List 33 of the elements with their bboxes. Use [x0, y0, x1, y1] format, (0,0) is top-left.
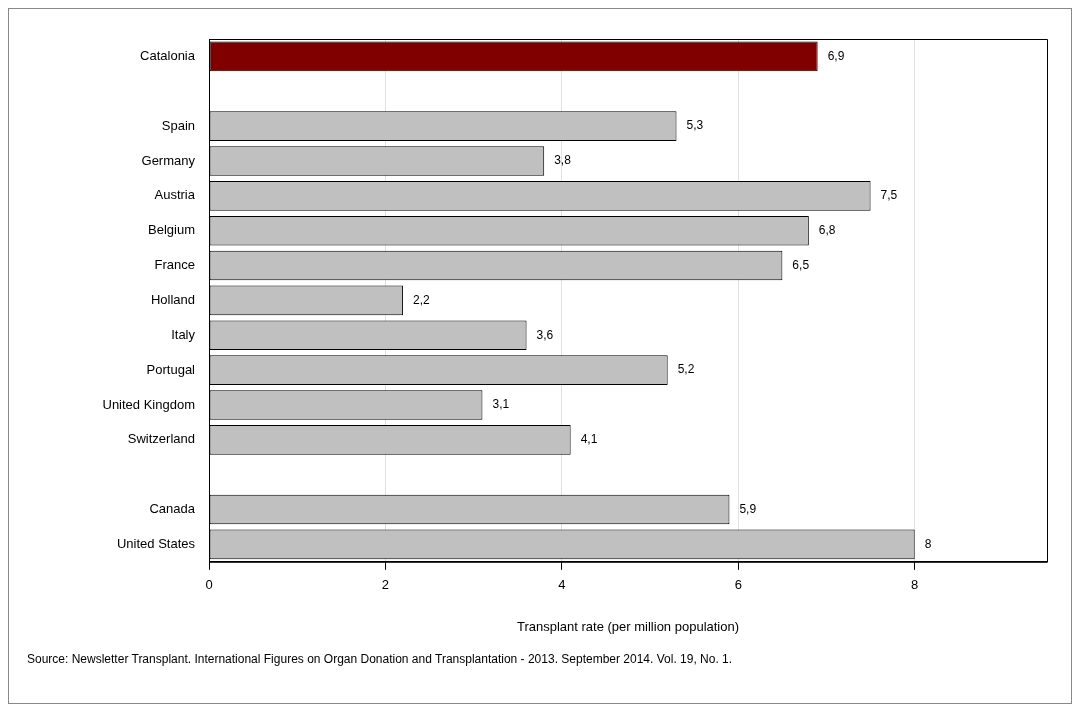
y-tick-label: Italy: [171, 326, 196, 342]
y-tick-label: Holland: [150, 291, 195, 307]
y-tick-label: United Kingdom: [102, 396, 195, 412]
x-tick-label: 2: [381, 577, 390, 593]
data-label: 5,2: [677, 362, 695, 377]
y-tick-label: France: [154, 257, 195, 273]
data-label: 6,5: [792, 257, 810, 272]
data-label: 5,9: [739, 501, 757, 516]
y-tick-label: Germany: [141, 152, 196, 168]
data-label: 5,3: [686, 118, 704, 133]
y-tick-label: Spain: [161, 117, 195, 133]
y-tick-label: Switzerland: [127, 431, 195, 447]
data-label: 8: [924, 536, 932, 551]
data-label: 3,1: [492, 397, 510, 412]
data-label: 4,1: [580, 432, 598, 447]
x-tick-label: 6: [734, 577, 742, 593]
data-label: 3,8: [554, 153, 572, 168]
y-tick-label: Canada: [149, 501, 196, 517]
source-note: Source: Newsletter Transplant. International Figures on Organ Donation and Transplantation - 2013. September 2014. Vol. 19, No. 1.: [27, 651, 734, 668]
y-tick-label: Austria: [154, 187, 196, 203]
y-tick-label: United States: [116, 535, 196, 551]
x-tick-label: 0: [205, 577, 213, 593]
y-tick-label: Belgium: [148, 222, 195, 238]
x-tick-label: 4: [558, 577, 566, 593]
y-tick-label: Portugal: [146, 361, 196, 377]
data-label: 6,8: [818, 223, 836, 238]
x-axis-title: Transplant rate (per million population): [516, 618, 740, 634]
data-label: 6,9: [827, 48, 845, 63]
x-tick-label: 8: [911, 577, 919, 593]
data-label: 2,2: [413, 292, 431, 307]
data-label: 7,5: [880, 188, 898, 203]
y-tick-label: Catalonia: [140, 48, 196, 63]
data-label: 3,6: [536, 327, 554, 342]
